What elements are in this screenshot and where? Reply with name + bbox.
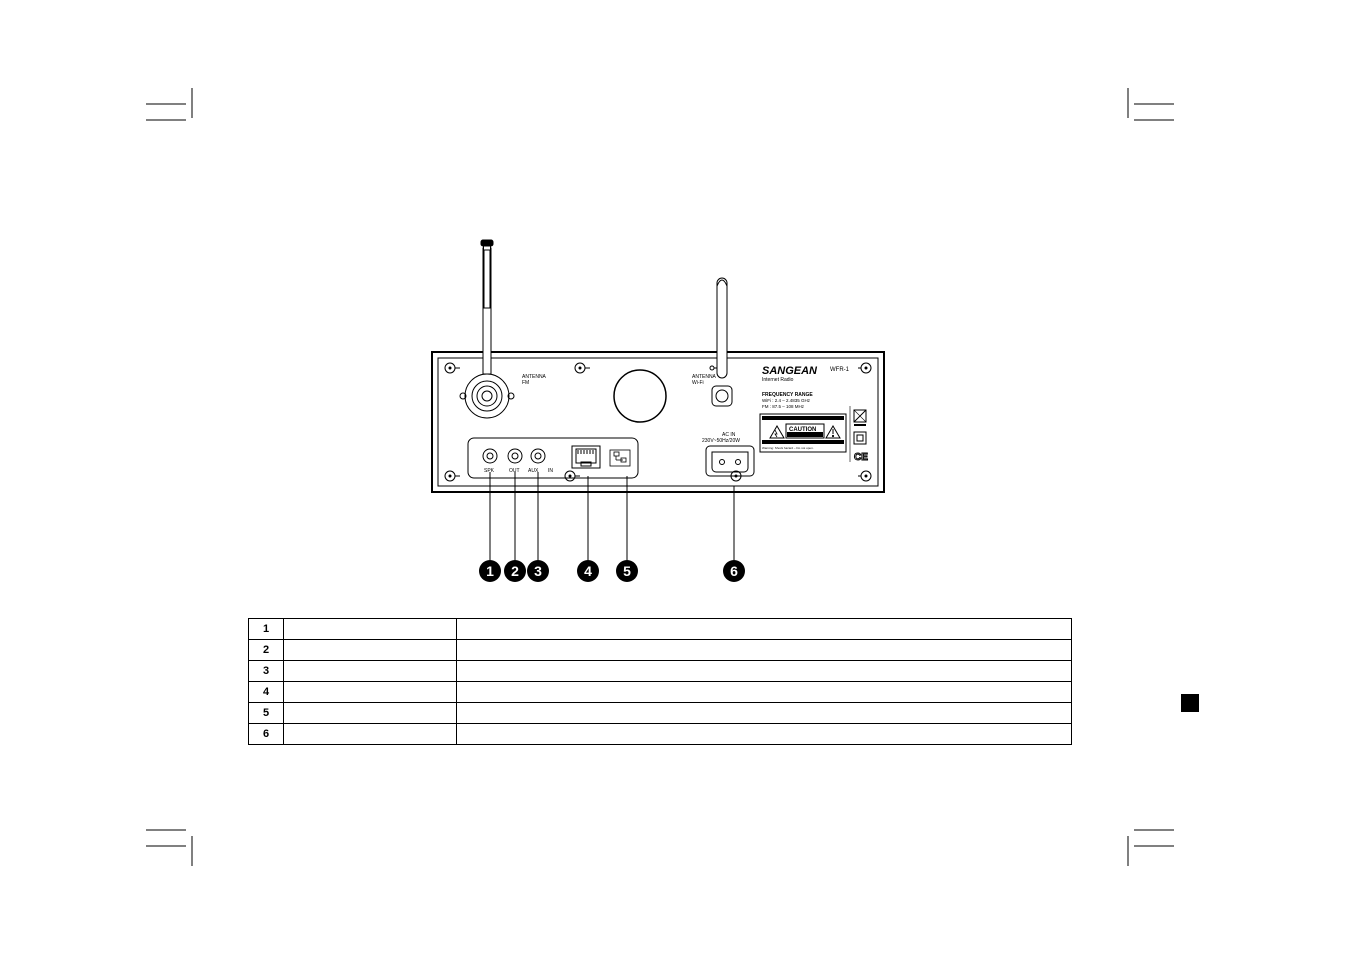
row-desc <box>457 619 1072 640</box>
row-label <box>284 619 457 640</box>
row-label <box>284 703 457 724</box>
callout-6: 6 <box>723 560 745 582</box>
callout-numbers: 1 2 3 4 5 6 <box>430 560 886 590</box>
row-label <box>284 682 457 703</box>
device-rear-diagram: ANTENNA FM ANTENNA Wi-Fi SPK OUT AUX IN <box>430 238 886 558</box>
svg-text:CE: CE <box>854 452 868 463</box>
table-row: 6 <box>249 724 1072 745</box>
row-label <box>284 724 457 745</box>
brand-text: SANGEAN <box>762 365 818 377</box>
subbrand-text: Internet Radio <box>762 377 794 383</box>
fm-antenna <box>460 240 514 418</box>
row-desc <box>457 661 1072 682</box>
row-number: 6 <box>249 724 284 745</box>
svg-text:Warning: Shock hazard – Do not: Warning: Shock hazard – Do not open. <box>762 446 814 450</box>
row-number: 3 <box>249 661 284 682</box>
ethernet-port <box>572 446 600 468</box>
info-plate: SANGEAN WFR-1 Internet Radio FREQUENCY R… <box>760 365 868 463</box>
callout-4: 4 <box>577 560 599 582</box>
row-desc <box>457 703 1072 724</box>
callout-3: 3 <box>527 560 549 582</box>
spec-table: 123456 <box>248 618 1072 745</box>
table-row: 1 <box>249 619 1072 640</box>
callout-2: 2 <box>504 560 526 582</box>
bass-port <box>614 370 666 422</box>
model-text: WFR-1 <box>830 367 850 373</box>
row-number: 4 <box>249 682 284 703</box>
freq-line2: FM : 87.5 – 108 MHz <box>762 404 805 409</box>
ac-label-2: 230V~50Hz/20W <box>702 438 740 444</box>
table-row: 3 <box>249 661 1072 682</box>
svg-text:IN: IN <box>548 468 553 474</box>
row-desc <box>457 724 1072 745</box>
row-desc <box>457 640 1072 661</box>
wifi-antenna <box>712 278 732 406</box>
svg-text:Wi-Fi: Wi-Fi <box>692 380 704 386</box>
jack-label-auxin: AUX <box>528 468 539 474</box>
callout-1: 1 <box>479 560 501 582</box>
row-number: 1 <box>249 619 284 640</box>
row-desc <box>457 682 1072 703</box>
table-row: 2 <box>249 640 1072 661</box>
row-number: 2 <box>249 640 284 661</box>
row-label <box>284 661 457 682</box>
row-number: 5 <box>249 703 284 724</box>
callout-5: 5 <box>616 560 638 582</box>
jack-label-out: OUT <box>509 468 520 474</box>
side-tab <box>1181 694 1199 712</box>
jack-label-spk: SPK <box>484 468 495 474</box>
row-label <box>284 640 457 661</box>
table-row: 5 <box>249 703 1072 724</box>
svg-text:FM: FM <box>522 380 529 386</box>
table-row: 4 <box>249 682 1072 703</box>
ac-inlet <box>706 446 754 476</box>
freq-line1: WiFi : 2.4 – 2.4835 GHz <box>762 398 811 403</box>
